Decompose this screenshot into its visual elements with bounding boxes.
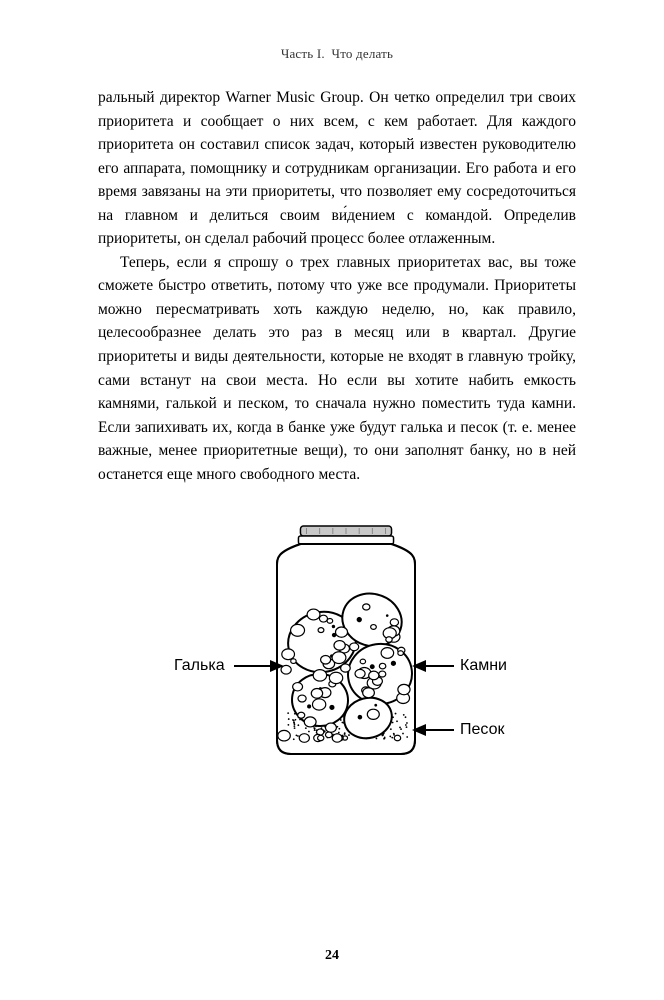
book-page: Часть I. Что делать ральный директор War… xyxy=(0,0,664,1000)
running-head: Часть I. Что делать xyxy=(98,46,576,62)
body-text: ральный директор Warner Music Group. Он … xyxy=(98,86,576,486)
jar-diagram: Галька Камни Песок xyxy=(122,512,552,782)
page-number: 24 xyxy=(0,948,664,964)
paragraph-2: Теперь, если я спрошу о трех главных при… xyxy=(98,251,576,486)
jar-figure: Галька Камни Песок xyxy=(98,512,576,782)
svg-text:Галька: Галька xyxy=(174,657,225,674)
svg-text:Песок: Песок xyxy=(460,721,505,738)
paragraph-1: ральный директор Warner Music Group. Он … xyxy=(98,86,576,251)
svg-text:Камни: Камни xyxy=(460,657,507,674)
